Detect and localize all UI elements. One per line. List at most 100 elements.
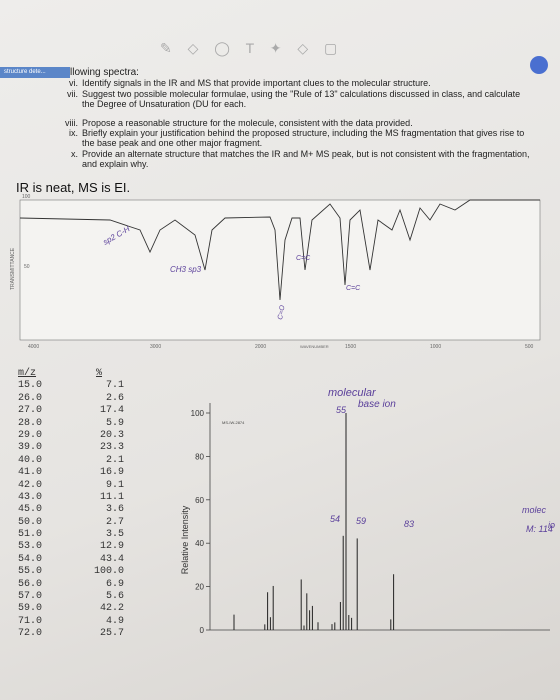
lead-text: llowing spectra:: [70, 67, 139, 78]
ir-ylabel: TRANSMITTANCE: [10, 247, 16, 290]
ms-row: 71.0 4.9: [14, 616, 124, 628]
mz-cell: 45.0: [18, 504, 43, 516]
ir-trace: [19, 199, 540, 301]
mz-cell: 41.0: [18, 467, 43, 479]
mz-cell: 57.0: [18, 591, 43, 603]
item-text: Briefly explain your justification behin…: [82, 128, 525, 148]
ms-ylabel: Relative Intensity: [180, 505, 190, 574]
ir-xtick: 1000: [430, 344, 441, 350]
y-tick-label: 0: [200, 626, 205, 635]
ms-note: 54: [330, 514, 340, 524]
ms-note: molecular: [328, 387, 377, 399]
pct-cell: 3.6: [105, 504, 124, 516]
pct-cell: 2.1: [105, 454, 124, 466]
ir-xtick: 3000: [150, 344, 161, 350]
pct-cell: 5.6: [105, 591, 124, 603]
ms-row: 40.0 2.1: [14, 455, 124, 467]
ms-row: 55.0 100.0: [14, 566, 124, 578]
pct-cell: 4.9: [105, 615, 124, 627]
mz-cell: 15.0: [18, 380, 43, 392]
ms-table-header: m/z %: [14, 368, 124, 380]
mz-cell: 53.0: [18, 541, 43, 553]
tag: structure dete...: [0, 67, 70, 78]
ms-code: MS-IW-2874: [222, 420, 245, 425]
ir-xtick: 2000: [255, 344, 266, 350]
ms-note: molec: [522, 505, 547, 515]
item-number: viii.: [65, 118, 78, 128]
mz-cell: 50.0: [18, 516, 43, 528]
globe-button[interactable]: [530, 56, 548, 74]
mz-cell: 40.0: [18, 454, 43, 466]
y-tick-label: 100: [191, 409, 205, 418]
ms-row: 57.0 5.6: [14, 591, 124, 603]
instruction: ix. Briefly explain your justification be…: [69, 128, 532, 148]
ms-row: 43.0 11.1: [14, 492, 124, 504]
ir-spectrum: 100 50 TRANSMITTANCE WAVENUMBER 4000 300…: [10, 194, 541, 350]
ms-note: base ion: [358, 399, 396, 410]
ms-row: 29.0 20.3: [14, 430, 124, 442]
item-number: vii.: [67, 89, 78, 99]
pct-cell: 2.7: [105, 516, 124, 528]
mz-cell: 26.0: [18, 392, 43, 404]
ms-note: io: [548, 520, 555, 530]
pct-cell: 17.4: [99, 405, 124, 417]
ms-row: 26.0 2.6: [14, 393, 124, 405]
mz-cell: 71.0: [18, 615, 43, 627]
ms-row: 41.0 16.9: [14, 467, 124, 479]
pct-cell: 100.0: [93, 566, 124, 578]
mz-cell: 28.0: [18, 417, 43, 429]
instruction: x. Provide an alternate structure that ma…: [71, 149, 532, 169]
pct-cell: 25.7: [99, 628, 124, 640]
pct-cell: 3.5: [105, 529, 124, 541]
header-cell: m/z: [18, 368, 37, 379]
pct-cell: 20.3: [99, 429, 124, 441]
ms-table: m/z % 15.0 7.1 26.0 2.6 27.0 17.4 28.0 5.9 29.0 2…: [14, 368, 124, 641]
toolbar-icons: ✎ ◇ ◯ T ✦ ◇ ▢: [160, 40, 344, 56]
pct-cell: 9.1: [105, 479, 124, 491]
pct-cell: 2.6: [105, 392, 124, 404]
mz-cell: 55.0: [18, 566, 43, 578]
pct-cell: 16.9: [99, 467, 124, 479]
ir-xlabel: WAVENUMBER: [300, 344, 329, 349]
mz-cell: 27.0: [18, 405, 43, 417]
ir-xtick: 4000: [28, 344, 39, 350]
mz-cell: 43.0: [18, 491, 43, 503]
ms-row: 27.0 17.4: [14, 405, 124, 417]
pct-cell: 23.3: [99, 442, 124, 454]
pct-cell: 43.4: [99, 553, 124, 565]
item-number: vi.: [69, 78, 78, 88]
y-tick-label: 20: [195, 583, 204, 592]
ir-ytop: 100: [22, 194, 31, 200]
mz-cell: 39.0: [18, 442, 43, 454]
mz-cell: 42.0: [18, 479, 43, 491]
ir-xtick: 1500: [345, 344, 356, 350]
mz-cell: 72.0: [18, 628, 43, 640]
ms-note: 83: [404, 519, 414, 529]
header-cell: %: [96, 368, 103, 379]
item-text: Provide an alternate structure that matc…: [82, 149, 530, 169]
ms-note: M: 114: [526, 524, 553, 534]
ms-row: 45.0 3.6: [14, 504, 124, 516]
ir-note: C=C: [346, 285, 361, 292]
ir-note: C=C: [296, 255, 311, 262]
instruction: vi. Identify signals in the IR and MS tha…: [69, 78, 532, 88]
pct-cell: 42.2: [99, 603, 124, 615]
mz-cell: 51.0: [18, 529, 43, 541]
pct-cell: 11.1: [99, 491, 124, 503]
ms-row: 39.0 23.3: [14, 442, 124, 454]
mz-cell: 56.0: [18, 578, 43, 590]
y-tick-label: 80: [195, 452, 204, 461]
ir-xtick: 500: [525, 344, 534, 350]
mz-cell: 29.0: [18, 429, 43, 441]
ms-note: 55: [336, 405, 347, 415]
y-tick-label: 60: [195, 496, 204, 505]
item-number: x.: [70, 149, 78, 159]
mz-cell: 59.0: [18, 603, 43, 615]
mz-cell: 54.0: [18, 553, 43, 565]
item-text: Identify signals in the IR and MS that p…: [82, 78, 431, 88]
ms-row: 51.0 3.5: [14, 529, 124, 541]
ir-note: C=O: [277, 304, 287, 320]
ms-row: 56.0 6.9: [14, 579, 124, 591]
instruction: vii. Suggest two possible molecular formu…: [67, 89, 532, 109]
